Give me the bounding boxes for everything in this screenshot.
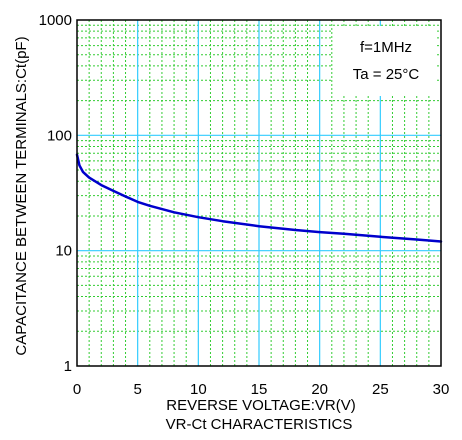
y-tick-label: 1 xyxy=(64,358,72,375)
y-tick-label: 100 xyxy=(47,127,72,144)
y-tick-label: 1000 xyxy=(39,12,72,29)
annotation-temperature: Ta = 25°C xyxy=(353,66,420,83)
series-line xyxy=(75,153,443,243)
x-tick-label: 25 xyxy=(372,381,389,398)
x-tick-labels: 0 5 10 15 20 25 30 xyxy=(73,381,450,398)
legend-box xyxy=(333,26,437,96)
x-tick-label: 5 xyxy=(133,381,141,398)
x-tick-label: 30 xyxy=(433,381,450,398)
grid xyxy=(77,20,441,366)
y-axis-title: CAPACITANCE BETWEEN TERMINALS:Ct(pF) xyxy=(13,36,30,355)
x-tick-label: 0 xyxy=(73,381,81,398)
series-group xyxy=(75,153,443,243)
x-tick-label: 15 xyxy=(251,381,268,398)
y-tick-labels: 1 10 100 1000 xyxy=(39,12,72,375)
annotation-frequency: f=1MHz xyxy=(360,39,412,56)
plot-border xyxy=(76,19,442,367)
x-axis-title: REVERSE VOLTAGE:VR(V) xyxy=(166,397,356,414)
chart-title: VR-Ct CHARACTERISTICS xyxy=(166,416,353,433)
y-tick-label: 10 xyxy=(55,243,72,260)
x-tick-label: 10 xyxy=(190,381,207,398)
x-tick-label: 20 xyxy=(311,381,328,398)
